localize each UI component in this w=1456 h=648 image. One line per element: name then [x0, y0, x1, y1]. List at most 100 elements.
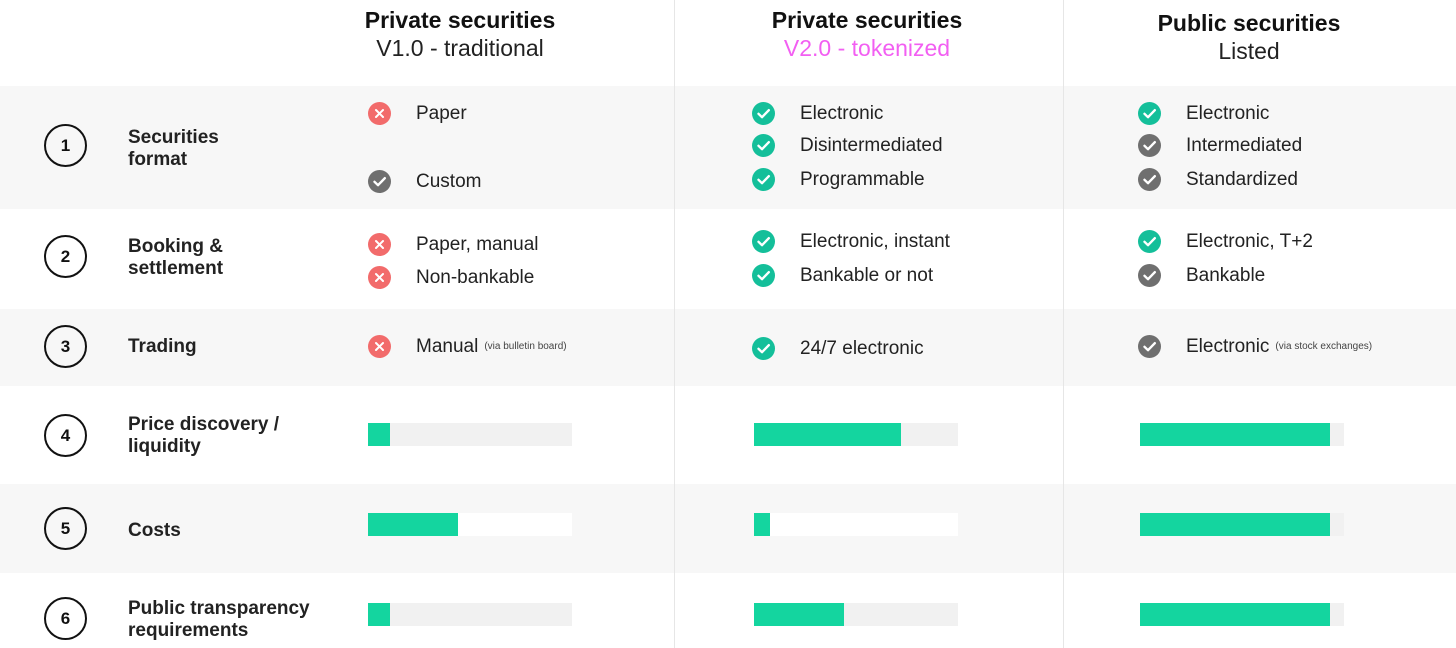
column-title: Private securities [364, 7, 556, 33]
status-item: Electronic, instant [752, 230, 950, 253]
check-icon [1138, 168, 1161, 191]
level-bar [754, 603, 958, 626]
check-icon [368, 170, 391, 193]
row-label-price-discovery: Price discovery / liquidity [128, 414, 279, 458]
status-item: Bankable or not [752, 264, 933, 287]
check-icon [752, 134, 775, 157]
status-item: Disintermediated [752, 134, 943, 157]
level-bar-fill [368, 513, 458, 536]
level-bar-fill [368, 603, 390, 626]
status-text: Electronic [1186, 335, 1270, 357]
level-bar [754, 513, 958, 536]
row-label-line: Price discovery / [128, 414, 280, 435]
status-text: Paper [416, 102, 467, 124]
check-icon [752, 168, 775, 191]
level-bar-fill [1140, 603, 1330, 626]
status-text: Custom [416, 170, 482, 192]
status-text: Electronic [800, 102, 884, 124]
status-item: Custom [368, 170, 481, 193]
level-bar-fill [754, 513, 770, 536]
status-item: Bankable [1138, 264, 1265, 287]
row-label-line: Trading [128, 336, 197, 357]
cross-icon [368, 102, 391, 125]
level-bar [1140, 603, 1344, 626]
status-text: 24/7 electronic [800, 337, 924, 359]
level-bar-fill [1140, 513, 1330, 536]
status-text: Electronic [1186, 102, 1270, 124]
status-text: Disintermediated [800, 134, 943, 156]
level-bar [368, 603, 572, 626]
level-bar [368, 513, 572, 536]
column-header-private-v2: Private securities V2.0 - tokenized [737, 6, 997, 62]
row-label-public-transparency: Public transparency requirements [128, 598, 310, 642]
check-icon [1138, 335, 1161, 358]
column-title: Public securities [1157, 10, 1341, 36]
check-icon [752, 337, 775, 360]
status-text: Electronic, instant [800, 230, 950, 252]
row-label-line: Booking & [128, 236, 223, 257]
check-icon [1138, 134, 1161, 157]
row-number-3: 3 [44, 325, 87, 368]
status-item: Paper [368, 102, 467, 125]
cross-icon [368, 266, 391, 289]
status-text: Programmable [800, 168, 925, 190]
cross-icon [368, 335, 391, 358]
check-icon [752, 264, 775, 287]
row-number-1: 1 [44, 124, 87, 167]
column-subtitle: V2.0 - tokenized [783, 35, 951, 61]
status-note: (via stock exchanges) [1275, 341, 1373, 352]
status-text: Bankable [1186, 264, 1266, 286]
row-label-trading: Trading [128, 336, 197, 358]
status-text: Paper, manual [416, 233, 539, 255]
status-item: Electronic [752, 102, 883, 125]
check-icon [1138, 264, 1161, 287]
row-label-line: format [128, 149, 188, 170]
row-number-2: 2 [44, 235, 87, 278]
row-number-4: 4 [44, 414, 87, 457]
row-label-line: settlement [128, 258, 224, 279]
row-label-costs: Costs [128, 520, 181, 542]
column-divider [674, 0, 675, 648]
level-bar [1140, 423, 1344, 446]
level-bar-fill [368, 423, 390, 446]
status-item: Manual (via bulletin board) [368, 335, 567, 358]
status-item: Intermediated [1138, 134, 1302, 157]
row-number-5: 5 [44, 507, 87, 550]
row-label-booking-settlement: Booking & settlement [128, 236, 223, 280]
status-text: Manual [416, 335, 479, 357]
status-text: Electronic, T+2 [1186, 230, 1313, 252]
level-bar-fill [1140, 423, 1330, 446]
level-bar [754, 423, 958, 446]
status-text: Standardized [1186, 168, 1298, 190]
check-icon [1138, 102, 1161, 125]
row-label-line: requirements [128, 620, 249, 641]
status-text: Intermediated [1186, 134, 1303, 156]
column-title: Private securities [771, 7, 963, 33]
cross-icon [368, 233, 391, 256]
level-bar [1140, 513, 1344, 536]
column-divider [1063, 0, 1064, 648]
status-text: Non-bankable [416, 266, 535, 288]
status-item: Paper, manual [368, 233, 539, 256]
status-item: Non-bankable [368, 266, 534, 289]
level-bar-fill [754, 423, 901, 446]
status-item: Electronic [1138, 102, 1269, 125]
level-bar-fill [754, 603, 844, 626]
column-header-private-v1: Private securities V1.0 - traditional [330, 6, 590, 62]
row-label-line: Public transparency [128, 598, 310, 619]
row-label-line: liquidity [128, 436, 201, 457]
row-label-line: Costs [128, 520, 181, 541]
status-item: Programmable [752, 168, 925, 191]
level-bar [368, 423, 572, 446]
status-item: 24/7 electronic [752, 337, 924, 360]
check-icon [752, 102, 775, 125]
row-label-line: Securities [128, 127, 219, 148]
row-band-3 [0, 309, 1456, 386]
row-label-securities-format: Securities format [128, 127, 219, 171]
column-subtitle: V1.0 - traditional [376, 35, 544, 61]
status-note: (via bulletin board) [484, 341, 567, 352]
row-number-6: 6 [44, 597, 87, 640]
column-header-public: Public securities Listed [1119, 9, 1379, 65]
row-band-1 [0, 86, 1456, 209]
check-icon [1138, 230, 1161, 253]
